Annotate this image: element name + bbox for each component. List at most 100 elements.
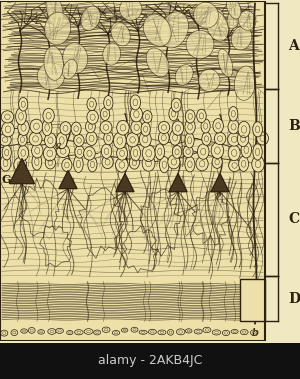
Ellipse shape [0, 133, 11, 146]
Ellipse shape [142, 155, 155, 171]
Text: D: D [288, 293, 300, 307]
Ellipse shape [32, 144, 43, 158]
Ellipse shape [222, 330, 230, 336]
Ellipse shape [48, 329, 56, 334]
Ellipse shape [253, 144, 262, 160]
Ellipse shape [158, 121, 170, 134]
Ellipse shape [131, 120, 142, 135]
Ellipse shape [146, 48, 169, 77]
Ellipse shape [56, 328, 64, 334]
Ellipse shape [104, 132, 113, 145]
Ellipse shape [45, 12, 70, 45]
Ellipse shape [42, 119, 52, 136]
Ellipse shape [57, 145, 70, 158]
Ellipse shape [75, 330, 83, 335]
Ellipse shape [1, 330, 8, 336]
Ellipse shape [104, 96, 113, 110]
Ellipse shape [148, 329, 156, 334]
Ellipse shape [87, 110, 98, 124]
Text: a: a [55, 141, 61, 152]
Ellipse shape [231, 329, 238, 334]
Ellipse shape [185, 157, 195, 172]
Ellipse shape [100, 108, 110, 121]
Ellipse shape [171, 98, 181, 112]
Ellipse shape [253, 122, 262, 137]
Ellipse shape [212, 156, 222, 168]
Ellipse shape [207, 9, 224, 29]
Ellipse shape [229, 159, 241, 172]
Ellipse shape [38, 330, 44, 334]
Ellipse shape [18, 146, 28, 160]
Ellipse shape [197, 144, 209, 159]
Ellipse shape [101, 144, 112, 158]
Ellipse shape [218, 49, 233, 77]
Text: C: C [288, 213, 299, 227]
Text: G: G [1, 174, 11, 185]
Polygon shape [122, 226, 158, 273]
Ellipse shape [18, 120, 29, 135]
Ellipse shape [131, 327, 138, 332]
Ellipse shape [100, 121, 112, 134]
Ellipse shape [113, 132, 126, 149]
Ellipse shape [45, 133, 56, 148]
Ellipse shape [214, 132, 226, 145]
Ellipse shape [28, 327, 35, 333]
Ellipse shape [84, 147, 95, 160]
Ellipse shape [86, 132, 97, 146]
Ellipse shape [231, 26, 252, 50]
Ellipse shape [1, 111, 13, 123]
Ellipse shape [29, 132, 42, 146]
Ellipse shape [186, 30, 214, 59]
Ellipse shape [241, 142, 252, 158]
Ellipse shape [60, 122, 71, 135]
Polygon shape [59, 171, 77, 189]
Ellipse shape [94, 330, 100, 335]
Ellipse shape [119, 0, 142, 20]
Ellipse shape [142, 145, 155, 161]
Ellipse shape [237, 131, 249, 147]
Ellipse shape [74, 135, 84, 146]
Ellipse shape [252, 156, 264, 172]
Ellipse shape [130, 95, 141, 110]
Ellipse shape [30, 119, 43, 133]
Ellipse shape [116, 158, 128, 172]
Ellipse shape [197, 109, 206, 123]
Ellipse shape [2, 122, 14, 137]
Ellipse shape [21, 329, 27, 333]
Ellipse shape [2, 145, 11, 160]
Ellipse shape [141, 122, 150, 136]
Ellipse shape [172, 121, 184, 135]
Bar [0, 2, 265, 341]
Ellipse shape [0, 155, 11, 171]
Bar [240, 279, 265, 321]
Polygon shape [169, 174, 187, 192]
Ellipse shape [194, 2, 218, 28]
Polygon shape [19, 178, 59, 240]
Ellipse shape [160, 157, 169, 173]
Ellipse shape [228, 133, 241, 146]
Ellipse shape [129, 156, 140, 169]
Ellipse shape [117, 121, 129, 135]
Ellipse shape [240, 330, 248, 335]
Ellipse shape [176, 329, 185, 335]
Ellipse shape [185, 329, 192, 333]
Ellipse shape [212, 330, 220, 335]
Ellipse shape [16, 108, 26, 125]
Ellipse shape [81, 6, 100, 30]
Ellipse shape [71, 122, 81, 135]
Ellipse shape [85, 121, 95, 133]
Ellipse shape [213, 119, 224, 133]
Polygon shape [9, 158, 34, 184]
Ellipse shape [169, 130, 180, 145]
Ellipse shape [43, 108, 54, 123]
Ellipse shape [169, 106, 178, 121]
Text: A: A [288, 39, 299, 53]
Ellipse shape [140, 132, 151, 147]
Ellipse shape [227, 5, 242, 29]
Ellipse shape [206, 11, 228, 41]
Ellipse shape [62, 159, 72, 171]
Ellipse shape [234, 66, 256, 100]
Ellipse shape [160, 11, 188, 48]
Ellipse shape [102, 156, 113, 169]
Ellipse shape [18, 133, 27, 146]
